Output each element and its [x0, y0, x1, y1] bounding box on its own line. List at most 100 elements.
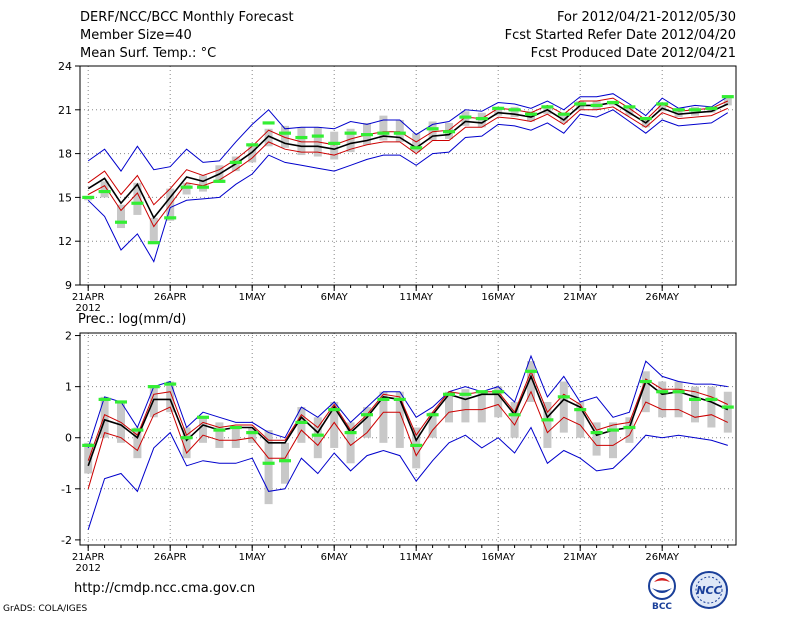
spread-bar — [297, 407, 306, 443]
observation-marker — [279, 131, 291, 135]
observation-marker — [246, 431, 259, 435]
spread-bar — [707, 386, 716, 428]
observation-marker — [443, 130, 455, 134]
observation-marker — [541, 105, 554, 109]
spread-bar — [494, 106, 503, 116]
spread-bar — [199, 417, 207, 443]
x-tick-label: 11MAY — [399, 552, 433, 563]
spread-bar — [248, 427, 257, 443]
spread-bar — [100, 181, 109, 198]
observation-marker — [525, 112, 537, 116]
spread-bar — [281, 442, 289, 484]
spread-bar — [231, 427, 240, 448]
observation-marker — [344, 131, 357, 135]
observation-marker — [623, 105, 636, 109]
observation-marker — [574, 408, 587, 412]
observation-marker — [639, 379, 652, 384]
observation-marker — [557, 112, 570, 116]
header-forecast-period: For 2012/04/21-2012/05/30 — [557, 10, 736, 25]
spread-bar — [641, 371, 650, 413]
observation-marker — [410, 443, 423, 447]
observation-marker — [213, 428, 226, 432]
footer-url[interactable]: http://cmdp.ncc.cma.gov.cn — [74, 581, 256, 596]
spread-bar — [527, 361, 535, 402]
x-tick-label: 21MAY — [563, 552, 597, 563]
series-line-max — [87, 93, 729, 172]
observation-marker — [197, 415, 209, 419]
observation-marker — [229, 160, 242, 164]
observation-marker — [426, 413, 439, 417]
observation-marker — [115, 400, 127, 404]
y-tick-label: 9 — [65, 279, 72, 292]
observation-marker — [311, 433, 324, 437]
spread-bar — [264, 128, 273, 147]
spread-bar — [117, 204, 125, 229]
observation-marker — [492, 106, 505, 110]
spread-bar — [264, 430, 273, 505]
spread-bar — [674, 381, 683, 418]
observation-marker — [672, 390, 685, 394]
observation-marker — [721, 95, 734, 99]
x-tick-label: 16MAY — [481, 292, 515, 303]
header-variable: Mean Surf. Temp.: °C — [80, 46, 217, 61]
observation-marker — [295, 135, 308, 140]
y-tick-label: 21 — [58, 104, 72, 117]
observation-marker — [508, 108, 521, 112]
spread-bar — [625, 106, 634, 116]
spread-bar — [723, 391, 732, 433]
observation-marker — [590, 103, 603, 108]
observation-marker — [492, 390, 505, 394]
spread-bar — [379, 115, 388, 141]
x-tick-label: 16MAY — [481, 552, 515, 563]
spread-bar — [379, 391, 388, 443]
y-tick-label: 0 — [65, 432, 72, 445]
observation-marker — [459, 115, 472, 119]
spread-bar — [609, 422, 617, 459]
observation-marker — [574, 102, 587, 106]
bcc-logo: BCC — [648, 572, 676, 610]
observation-marker — [147, 385, 160, 389]
x-tick-label: 11MAY — [399, 292, 433, 303]
footer-grads-credit: GrADS: COLA/IGES — [3, 604, 88, 614]
observation-marker — [426, 127, 439, 131]
series-line-upper — [87, 369, 729, 461]
observation-marker — [115, 220, 127, 224]
observation-marker — [213, 179, 226, 183]
observation-marker — [82, 195, 95, 199]
observation-marker — [82, 443, 95, 447]
spread-bar — [346, 128, 355, 153]
observation-marker — [393, 397, 406, 402]
x-tick-label: 21APR — [72, 552, 105, 563]
x-tick-year-label: 2012 — [75, 563, 100, 574]
spread-bar — [412, 133, 421, 153]
observation-marker — [689, 108, 701, 112]
spread-bar — [133, 182, 142, 215]
x-tick-label: 26MAY — [645, 292, 679, 303]
x-tick-label: 6MAY — [321, 292, 349, 303]
spread-bar — [297, 127, 306, 156]
observation-marker — [262, 461, 275, 465]
observation-marker — [557, 395, 570, 399]
x-tick-label: 26APR — [154, 552, 187, 563]
spread-bar — [576, 401, 585, 438]
spread-bar — [559, 112, 568, 123]
observation-marker — [672, 108, 685, 112]
y-tick-label: 24 — [58, 60, 72, 73]
y-tick-label: -1 — [61, 483, 72, 496]
header-member-size: Member Size=40 — [80, 28, 192, 43]
plot-frame — [79, 65, 737, 286]
observation-marker — [721, 405, 734, 409]
spread-bar — [166, 381, 175, 413]
observation-marker — [131, 201, 144, 205]
spread-bar — [395, 391, 404, 448]
observation-marker — [443, 392, 455, 396]
observation-marker — [705, 397, 718, 402]
ncc-logo-text: NCC — [696, 584, 721, 597]
series-line-lower — [87, 390, 729, 489]
observation-marker — [459, 392, 472, 396]
observation-marker — [377, 397, 390, 402]
spread-bar — [428, 412, 437, 438]
observation-marker — [393, 131, 406, 135]
